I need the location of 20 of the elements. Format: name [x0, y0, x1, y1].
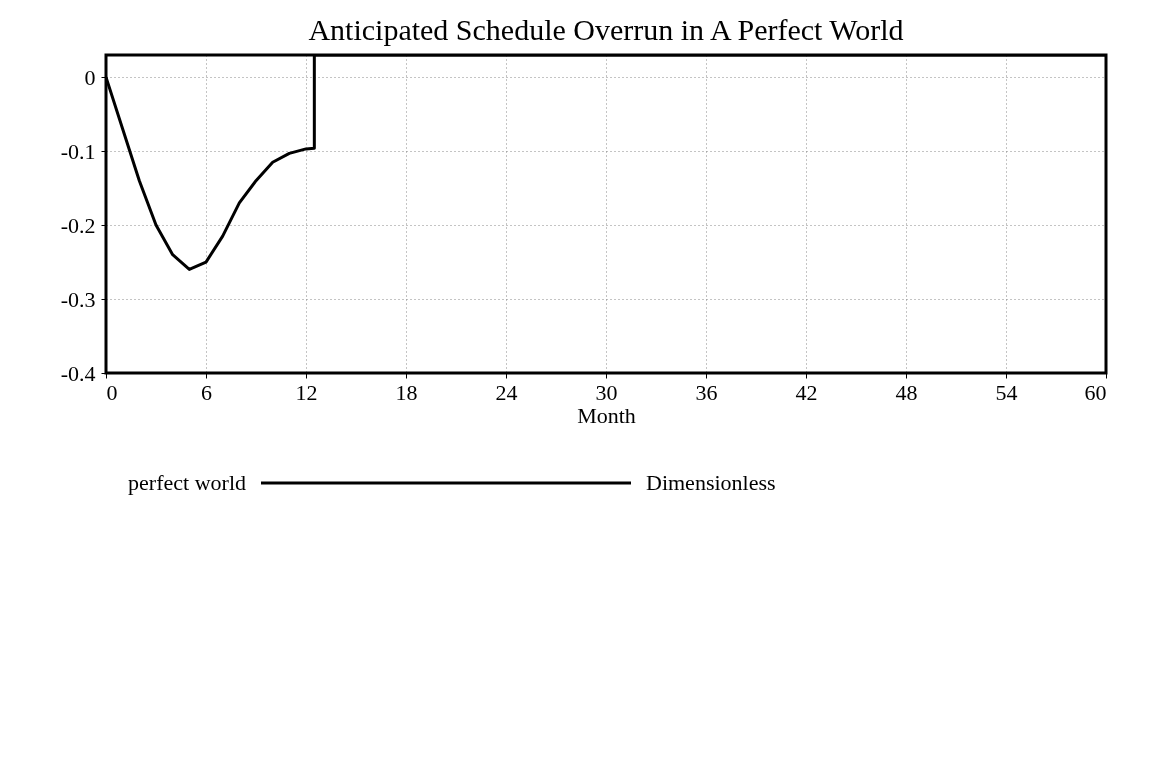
y-tick-label: -0.1	[60, 138, 96, 164]
y-tick-label: -0.2	[60, 212, 96, 238]
x-tick-label: 36	[695, 379, 718, 405]
x-tick-label: 60	[1084, 379, 1107, 405]
x-tick-label: 18	[395, 379, 418, 405]
x-axis-title: Month	[577, 402, 636, 428]
x-tick-label: 24	[495, 379, 518, 405]
y-tick-label: -0.3	[60, 286, 96, 312]
x-tick-label: 48	[895, 379, 918, 405]
x-tick-label: 54	[995, 379, 1018, 405]
y-tick-label: 0	[84, 64, 96, 90]
text: Dimensionless	[646, 470, 776, 495]
x-tick-label: 6	[201, 379, 212, 405]
x-tick-label: 42	[795, 379, 818, 405]
x-tick-label: 0	[106, 379, 118, 405]
text: perfect world	[128, 470, 246, 495]
y-tick-label: -0.4	[60, 360, 96, 386]
x-tick-label: 12	[295, 379, 318, 405]
x-tick-label: 30	[595, 379, 618, 405]
chart-title: Anticipated Schedule Overrun in A Perfect World	[308, 12, 904, 46]
